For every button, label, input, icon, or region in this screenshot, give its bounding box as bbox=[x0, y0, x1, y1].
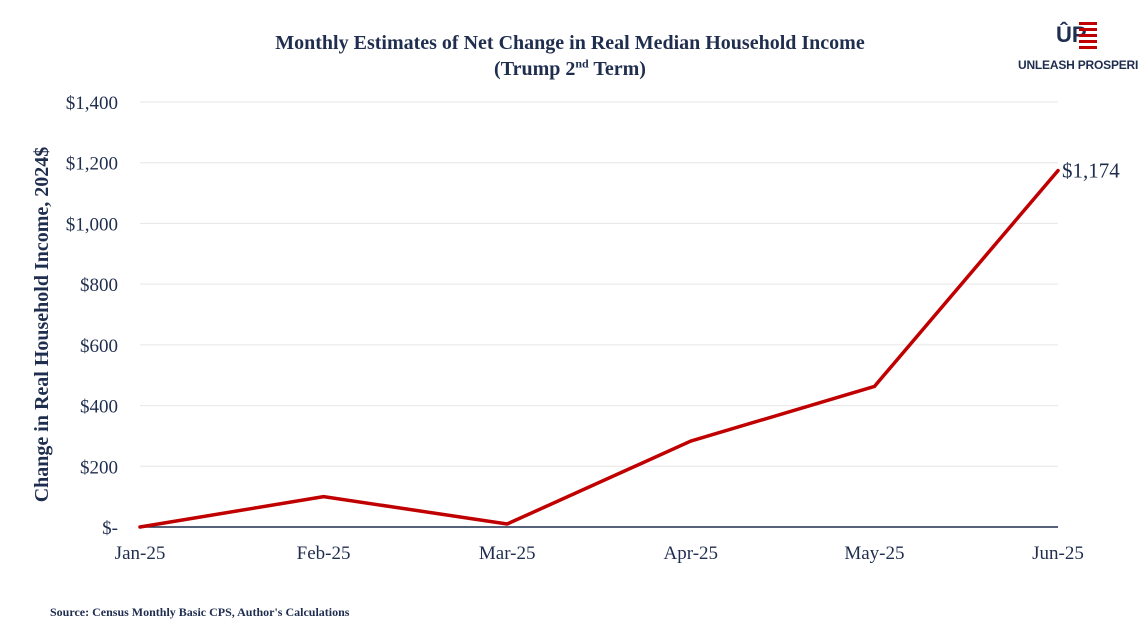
x-tick-label: Jun-25 bbox=[1032, 543, 1084, 564]
y-tick-label: $800 bbox=[80, 275, 118, 296]
data-point bbox=[1056, 169, 1060, 173]
y-axis-ticks: $- $200 $400 $600 $800 $1,000 $1,200 $1,400 bbox=[66, 93, 118, 539]
y-tick-label: $400 bbox=[80, 397, 118, 418]
gridlines bbox=[140, 101, 1058, 467]
logo-text: UNLEASH PROSPERITY bbox=[1018, 58, 1138, 72]
logo-flag-icon: ÛP bbox=[1056, 22, 1097, 49]
x-tick-label: Jan-25 bbox=[115, 543, 166, 564]
y-tick-label: $1,400 bbox=[66, 93, 118, 114]
x-tick-label: May-25 bbox=[844, 543, 904, 564]
data-label: $1,174 bbox=[1062, 159, 1120, 183]
y-tick-label: $1,200 bbox=[66, 154, 118, 175]
title-line2-suffix: Term) bbox=[588, 58, 646, 80]
series-group bbox=[138, 168, 1060, 529]
y-tick-label: $- bbox=[102, 518, 118, 539]
source-note: Source: Census Monthly Basic CPS, Author… bbox=[50, 605, 350, 619]
x-tick-label: Feb-25 bbox=[297, 543, 351, 564]
y-tick-label: $600 bbox=[80, 336, 118, 357]
data-point bbox=[505, 522, 509, 526]
x-axis-ticks: Jan-25 Feb-25 Mar-25 Apr-25 May-25 Jun-25 bbox=[115, 543, 1084, 564]
chart-title-line1: Monthly Estimates of Net Change in Real … bbox=[275, 32, 865, 54]
data-point bbox=[689, 439, 693, 443]
chart-title: Monthly Estimates of Net Change in Real … bbox=[170, 30, 970, 82]
title-superscript: nd bbox=[575, 56, 589, 71]
y-axis-label: Change in Real Household Income, 2024$ bbox=[31, 147, 53, 503]
y-tick-label: $200 bbox=[80, 457, 118, 478]
x-tick-label: Apr-25 bbox=[664, 543, 719, 564]
title-line2-prefix: (Trump 2 bbox=[494, 58, 576, 80]
x-tick-label: Mar-25 bbox=[479, 543, 536, 564]
data-point bbox=[138, 525, 142, 529]
data-point bbox=[872, 384, 877, 389]
unleash-prosperity-logo: ÛP UNLEASH PROSPERITY bbox=[1018, 16, 1138, 78]
data-labels: $1,174 bbox=[1062, 159, 1120, 183]
chart-title-line2: (Trump 2nd Term) bbox=[170, 56, 970, 82]
data-point bbox=[322, 495, 326, 499]
y-tick-label: $1,000 bbox=[66, 214, 118, 235]
series-line bbox=[138, 168, 1060, 529]
